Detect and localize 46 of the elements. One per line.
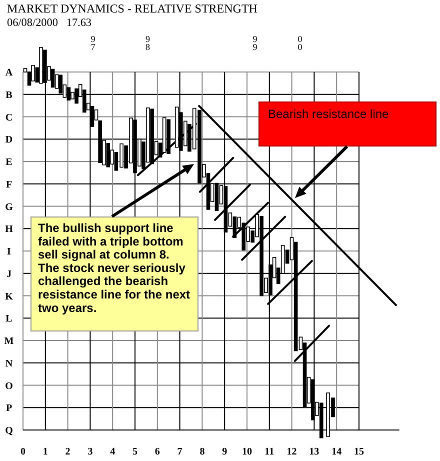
text: C bbox=[5, 112, 13, 124]
annotation: 98 bbox=[145, 34, 150, 52]
text: M bbox=[4, 336, 14, 347]
x-tick-label: 1 bbox=[42, 446, 48, 458]
text: H bbox=[5, 224, 14, 236]
x-tick-label: 10 bbox=[242, 446, 252, 458]
text: E bbox=[6, 157, 13, 168]
text: D bbox=[5, 134, 13, 146]
annotation: 00 bbox=[298, 34, 303, 52]
x-tick-label: 0 bbox=[20, 446, 26, 458]
candlestick bbox=[74, 88, 78, 104]
x-tick-label: 12 bbox=[286, 446, 297, 458]
text: A bbox=[5, 68, 14, 78]
text: K bbox=[5, 291, 14, 302]
x-tick-label: 2 bbox=[65, 446, 70, 458]
text: G bbox=[5, 202, 14, 213]
chart-title: MARKET DYNAMICS - RELATIVE STRENGTH bbox=[7, 2, 258, 16]
text: L bbox=[6, 314, 13, 325]
x-tick-label: 14 bbox=[332, 446, 342, 458]
x-tick-label: 11 bbox=[264, 446, 274, 458]
x-tick-label: 6 bbox=[154, 446, 160, 458]
chart-subtitle: 06/08/2000 17.63 bbox=[7, 17, 92, 29]
annotation: The bullish support line failed with a triple bottom sell signal at column 8. The stock never seriously challenged the bearish resistance line for the next two years. bbox=[38, 221, 190, 315]
x-tick-label: 13 bbox=[309, 446, 320, 458]
text: N bbox=[5, 358, 14, 370]
text: F bbox=[6, 179, 12, 190]
annotation: 99 bbox=[252, 34, 258, 52]
x-tick-label: 7 bbox=[177, 446, 182, 458]
text: O bbox=[5, 380, 14, 392]
candlestick bbox=[106, 143, 110, 168]
candlestick bbox=[39, 46, 43, 84]
candlestick bbox=[31, 64, 35, 82]
candlestick bbox=[50, 68, 55, 88]
annotation: Bearish resistance line bbox=[268, 107, 390, 121]
text: I bbox=[7, 246, 12, 258]
x-tick-label: 3 bbox=[88, 446, 93, 458]
x-tick-label: 4 bbox=[110, 446, 116, 458]
x-tick-label: 15 bbox=[354, 446, 364, 458]
x-tick-label: 9 bbox=[222, 446, 228, 458]
text: B bbox=[6, 90, 13, 101]
text: Q bbox=[5, 426, 14, 436]
annotation: 97 bbox=[90, 34, 96, 52]
x-tick-label: 5 bbox=[132, 446, 138, 458]
x-tick-label: 8 bbox=[200, 446, 205, 458]
text: J bbox=[6, 268, 12, 280]
text: P bbox=[6, 403, 12, 414]
